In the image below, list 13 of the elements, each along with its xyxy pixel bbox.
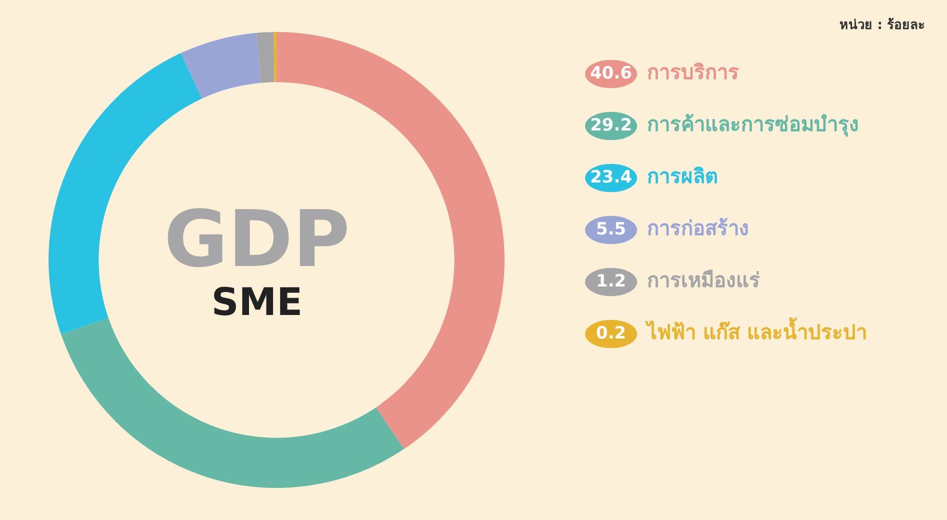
legend-label: การเหมืองแร่ [647, 268, 760, 292]
data-label: 0.2 [596, 323, 626, 344]
legend-label: การค้าและการซ่อมบำรุง [647, 112, 860, 138]
data-label: 29.2 [590, 115, 632, 136]
legend-label: การก่อสร้าง [647, 216, 750, 240]
legend-label: การผลิต [647, 164, 718, 188]
data-label: 1.2 [596, 271, 626, 292]
data-label: 5.5 [596, 219, 626, 240]
legend-label: ไฟฟ้า แก๊ส และน้ำประปา [645, 317, 868, 344]
text: หน่วย : ร้อยละ [840, 16, 925, 35]
legend-label: การบริการ [647, 60, 740, 84]
data-label: 23.4 [590, 167, 632, 188]
data-label: 40.6 [590, 63, 632, 84]
